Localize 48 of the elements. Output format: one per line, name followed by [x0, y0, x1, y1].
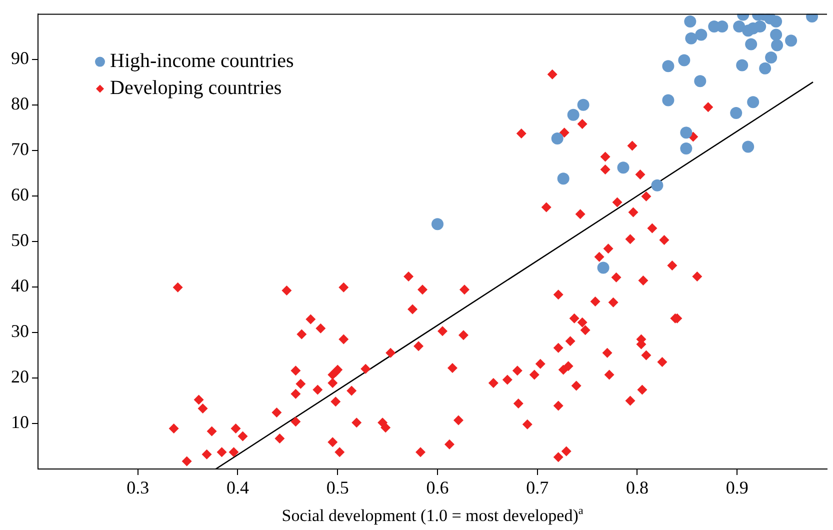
y-tick-label: 40 — [11, 276, 29, 296]
point — [662, 60, 674, 72]
point — [557, 172, 570, 185]
point — [770, 16, 782, 28]
point — [680, 142, 692, 155]
point — [651, 179, 664, 192]
y-tick-label: 80 — [11, 94, 29, 114]
point — [431, 218, 444, 230]
point — [785, 34, 798, 47]
point — [567, 108, 580, 121]
y-tick-label: 20 — [11, 366, 29, 387]
point — [685, 32, 698, 44]
x-tick-label: 0.7 — [526, 478, 549, 498]
point — [577, 98, 590, 111]
legend-label: High-income countries — [110, 50, 294, 72]
point — [694, 75, 706, 88]
point — [662, 94, 674, 106]
point — [617, 162, 630, 174]
x-tick-label: 0.4 — [226, 478, 249, 498]
point — [765, 52, 778, 64]
y-tick-label: 60 — [11, 184, 29, 205]
point — [730, 107, 742, 120]
y-tick-label: 70 — [11, 139, 29, 160]
point — [742, 140, 754, 153]
point — [759, 62, 772, 74]
point — [771, 39, 784, 52]
point — [680, 126, 692, 139]
point — [695, 28, 708, 41]
point — [745, 38, 758, 50]
y-tick-label: 10 — [11, 412, 29, 432]
point — [754, 20, 766, 33]
point — [747, 96, 760, 108]
legend-label: Developing countries — [110, 77, 282, 100]
point — [551, 132, 564, 145]
point — [684, 16, 696, 28]
x-tick-label: 0.6 — [426, 478, 449, 498]
point — [770, 28, 782, 41]
y-tick-label: 50 — [11, 230, 29, 250]
x-tick-label: 0.8 — [626, 478, 648, 498]
point — [597, 262, 610, 274]
y-tick-label: 30 — [11, 321, 29, 342]
point — [678, 54, 690, 66]
point — [733, 20, 746, 33]
x-tick-label: 0.3 — [126, 478, 150, 498]
x-tick-label: 0.9 — [726, 478, 748, 498]
point — [736, 59, 748, 72]
x-tick-label: 0.5 — [326, 478, 349, 498]
y-tick-label: 90 — [11, 48, 29, 68]
